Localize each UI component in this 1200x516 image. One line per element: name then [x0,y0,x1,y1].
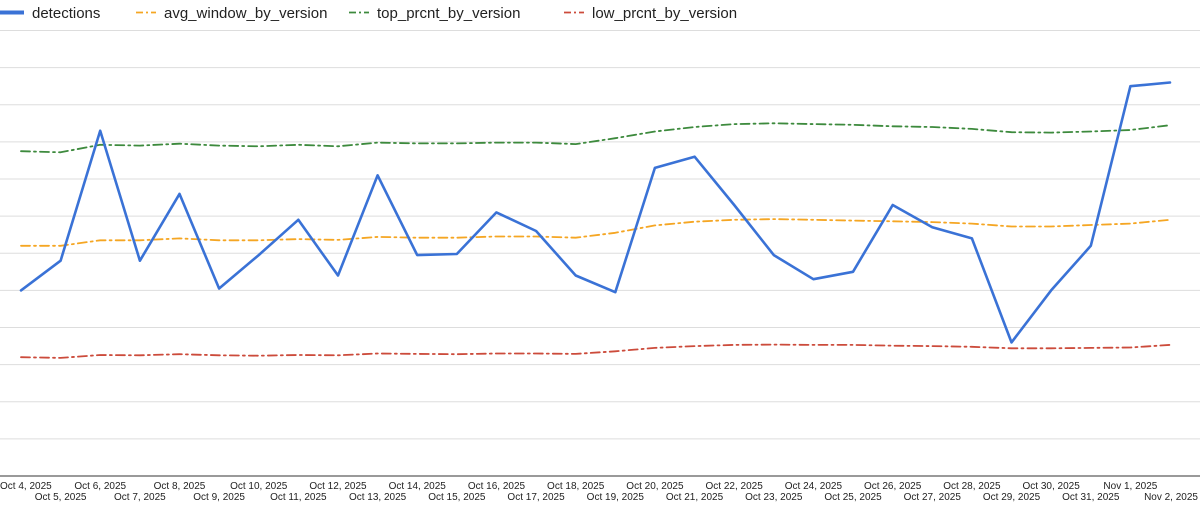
x-tick-label: Oct 4, 2025 [0,481,52,492]
x-tick-label: Oct 7, 2025 [114,492,166,503]
x-tick-label: Oct 18, 2025 [547,481,605,492]
legend-item-top-prcnt-by-version: top_prcnt_by_version [349,5,520,22]
legend-item-detections: detections [0,5,100,22]
x-tick-label: Nov 1, 2025 [1103,481,1157,492]
series-line-avg-window-by-version [20,218,1171,247]
x-tick-label: Oct 10, 2025 [230,481,288,492]
x-tick-label: Oct 14, 2025 [389,481,447,492]
series-line-detections [19,81,1172,344]
x-tick-label: Oct 20, 2025 [626,481,684,492]
x-tick-label: Oct 5, 2025 [35,492,87,503]
series-lines [19,81,1172,359]
gridlines [0,30,1200,477]
x-tick-label: Oct 22, 2025 [706,481,764,492]
x-tick-label: Oct 19, 2025 [587,492,645,503]
legend-item-avg-window-by-version: avg_window_by_version [136,5,327,22]
x-tick-label: Oct 27, 2025 [904,492,962,503]
legend-label: top_prcnt_by_version [377,5,520,22]
legend-item-low-prcnt-by-version: low_prcnt_by_version [564,5,737,22]
x-tick-label: Oct 16, 2025 [468,481,526,492]
x-tick-label: Oct 30, 2025 [1023,481,1081,492]
x-tick-label: Oct 15, 2025 [428,492,486,503]
x-tick-label: Oct 11, 2025 [270,492,327,503]
x-tick-label: Oct 8, 2025 [154,481,206,492]
legend-label: detections [32,5,100,22]
x-tick-label: Oct 28, 2025 [943,481,1001,492]
x-tick-label: Oct 12, 2025 [309,481,367,492]
legend-label: avg_window_by_version [164,5,327,22]
x-tick-label: Oct 24, 2025 [785,481,843,492]
series-line-low-prcnt-by-version [20,343,1171,359]
legend-label: low_prcnt_by_version [592,5,737,22]
x-tick-label: Oct 17, 2025 [507,492,565,503]
x-tick-label: Nov 2, 2025 [1144,492,1198,503]
x-tick-label: Oct 6, 2025 [74,481,126,492]
legend: detections avg_window_by_version top_prcnt… [0,5,737,22]
x-tick-label: Oct 21, 2025 [666,492,724,503]
x-tick-label: Oct 31, 2025 [1062,492,1120,503]
x-tick-label: Oct 23, 2025 [745,492,803,503]
x-tick-label: Oct 25, 2025 [824,492,882,503]
x-tick-label: Oct 13, 2025 [349,492,407,503]
x-tick-label: Oct 9, 2025 [193,492,245,503]
series-line-top-prcnt-by-version [20,122,1171,154]
x-tick-label: Oct 26, 2025 [864,481,922,492]
x-tick-label: Oct 29, 2025 [983,492,1041,503]
